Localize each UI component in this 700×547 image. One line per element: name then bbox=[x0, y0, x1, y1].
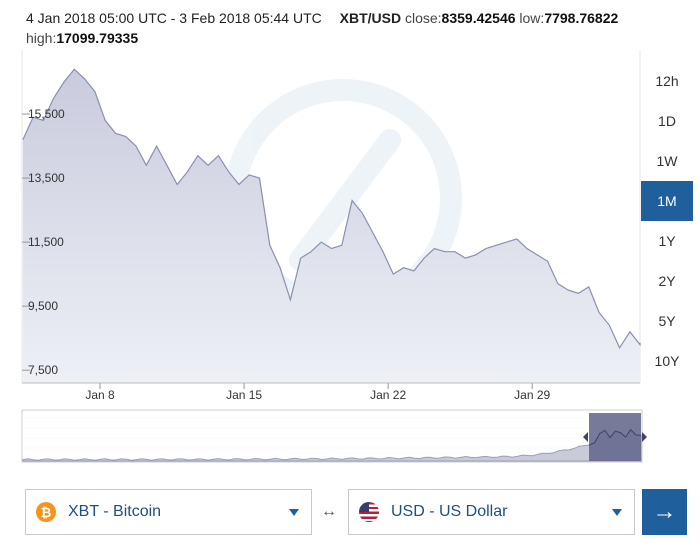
chart-header: 4 Jan 2018 05:00 UTC - 3 Feb 2018 05:44 … bbox=[26, 8, 666, 48]
range-button-10y[interactable]: 10Y bbox=[641, 341, 693, 381]
range-button-1w[interactable]: 1W bbox=[641, 141, 693, 181]
range-button-1y[interactable]: 1Y bbox=[641, 221, 693, 261]
range-button-12h[interactable]: 12h bbox=[641, 61, 693, 101]
navigator-right-handle[interactable] bbox=[642, 432, 647, 442]
to-currency-label: USD - US Dollar bbox=[391, 503, 508, 520]
bitcoin-icon: ₿ bbox=[36, 502, 56, 522]
low-value: 7798.76822 bbox=[544, 10, 619, 26]
price-chart: 7,500 9,500 11,500 13,500 15,500 Jan 8 Jan 15… bbox=[21, 50, 641, 400]
y-tick-label: 13,500 bbox=[28, 171, 65, 185]
swap-icon[interactable]: ↔ bbox=[321, 503, 337, 520]
go-button[interactable]: → bbox=[642, 489, 687, 535]
x-tick-label: Jan 15 bbox=[226, 388, 262, 400]
date-range-text: 4 Jan 2018 05:00 UTC - 3 Feb 2018 05:44 … bbox=[26, 10, 322, 26]
from-currency-label: XBT - Bitcoin bbox=[68, 503, 162, 520]
x-tick-label: Jan 22 bbox=[370, 388, 406, 400]
high-label: high: bbox=[26, 30, 57, 46]
range-button-1m[interactable]: 1M bbox=[641, 181, 693, 221]
navigator-chart bbox=[21, 409, 647, 463]
close-label: close: bbox=[404, 10, 442, 26]
price-area bbox=[22, 69, 640, 383]
arrow-right-icon: → bbox=[652, 498, 677, 525]
range-button-2y[interactable]: 2Y bbox=[641, 261, 693, 301]
range-button-5y[interactable]: 5Y bbox=[641, 301, 693, 341]
chevron-down-icon bbox=[289, 508, 299, 516]
high-value: 17099.79335 bbox=[56, 30, 139, 46]
low-label: low: bbox=[519, 10, 545, 26]
symbol-text: XBT/USD bbox=[339, 10, 402, 26]
range-button-1d[interactable]: 1D bbox=[641, 101, 693, 141]
price-line bbox=[22, 68, 641, 350]
navigator-area bbox=[22, 428, 642, 462]
range-buttons: 12h 1D 1W 1M 1Y 2Y 5Y 10Y bbox=[641, 61, 693, 381]
chevron-down-icon bbox=[612, 508, 622, 516]
navigator-selected-range[interactable] bbox=[589, 413, 641, 461]
to-currency-select[interactable]: USD - US Dollar bbox=[348, 489, 635, 535]
y-tick-label: 15,500 bbox=[28, 107, 65, 121]
close-value: 8359.42546 bbox=[441, 10, 516, 26]
y-tick-label: 9,500 bbox=[28, 299, 58, 313]
navigator-selected-line bbox=[589, 428, 642, 446]
y-tick-label: 11,500 bbox=[28, 235, 64, 249]
navigator-left-handle[interactable] bbox=[583, 432, 588, 442]
x-tick-label: Jan 8 bbox=[85, 388, 115, 400]
x-tick-label: Jan 29 bbox=[514, 388, 550, 400]
us-flag-icon bbox=[359, 502, 379, 522]
from-currency-select[interactable]: ₿ XBT - Bitcoin bbox=[25, 489, 312, 535]
y-tick-label: 7,500 bbox=[28, 363, 58, 377]
navigator-frame bbox=[21, 409, 643, 463]
